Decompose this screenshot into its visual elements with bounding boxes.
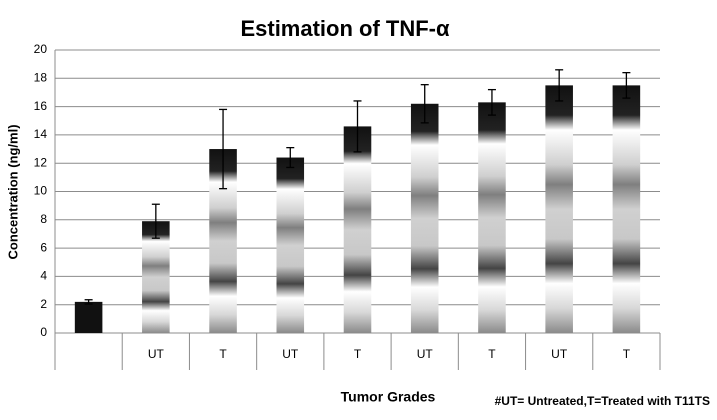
x-tick-label: UT [551, 347, 568, 361]
chart-title: Estimation of TNF-α [240, 16, 450, 41]
y-tick-label: 20 [34, 42, 48, 56]
error-bar [286, 146, 295, 169]
y-axis-label: Concentration (ng/ml) [5, 124, 20, 259]
error-bar [420, 84, 429, 124]
y-tick-label: 12 [34, 155, 48, 169]
x-tick-label: UT [282, 347, 299, 361]
y-tick-label: 14 [34, 127, 48, 141]
y-tick-label: 18 [34, 70, 48, 84]
error-bar [353, 100, 362, 153]
x-tick-label: UT [148, 347, 165, 361]
bar [410, 103, 439, 334]
error-bar [219, 108, 228, 190]
x-tick-label: T [488, 347, 496, 361]
y-tick-label: 6 [40, 240, 47, 254]
y-tick-label: 2 [40, 297, 47, 311]
bar [612, 85, 641, 333]
bar [276, 157, 305, 333]
error-bar [151, 203, 160, 239]
bar [478, 102, 506, 333]
y-tick-label: 8 [40, 212, 47, 226]
bar [74, 301, 103, 333]
x-axis-label: Tumor Grades [341, 389, 436, 405]
bar [545, 85, 573, 333]
y-tick-label: 16 [34, 99, 48, 113]
x-tick-label: T [354, 347, 362, 361]
y-tick-label: 4 [40, 269, 47, 283]
error-bar [622, 71, 631, 99]
footnote: #UT= Untreated,T=Treated with T11TS [495, 394, 710, 408]
bar [343, 126, 372, 333]
bar [142, 221, 170, 333]
x-tick-label: T [219, 347, 227, 361]
x-tick-label: T [623, 347, 631, 361]
error-bar [487, 88, 496, 116]
error-bar [555, 69, 564, 102]
error-bar [84, 299, 93, 305]
y-tick-label: 10 [34, 184, 48, 198]
x-tick-label: UT [417, 347, 434, 361]
y-tick-label: 0 [40, 325, 47, 339]
